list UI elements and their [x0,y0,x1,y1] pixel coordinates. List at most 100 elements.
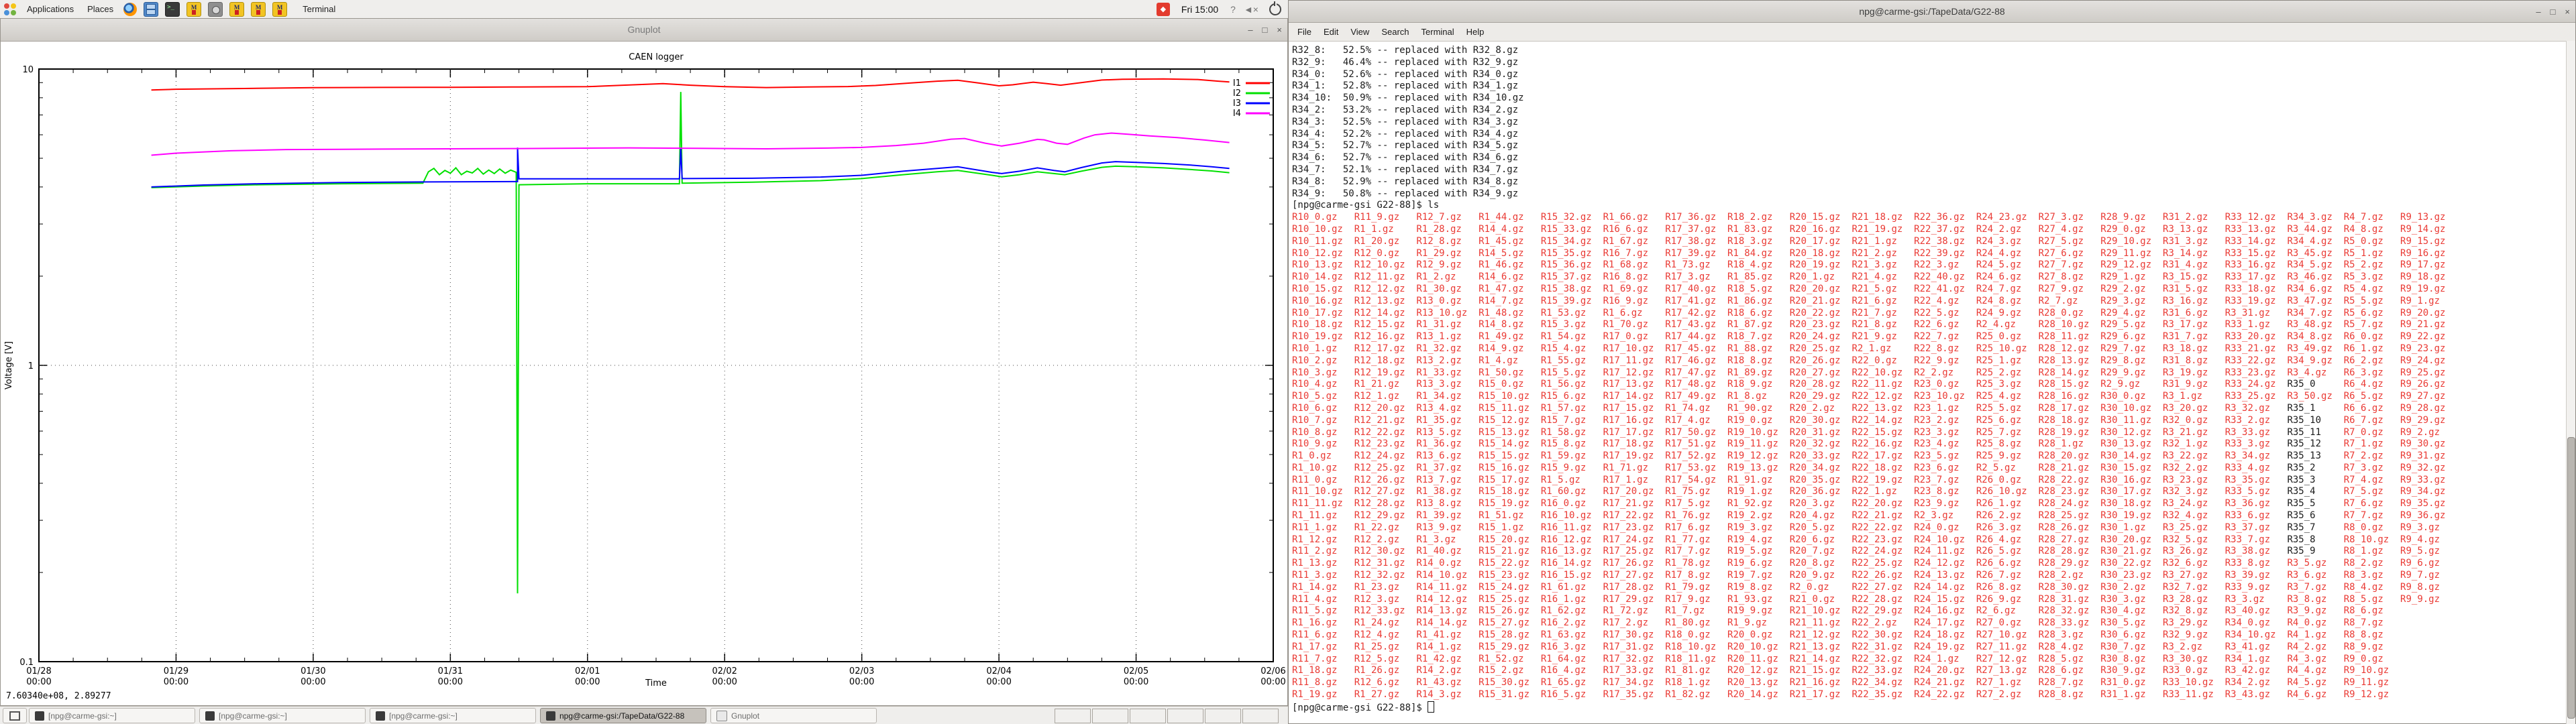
menu-view[interactable]: View [1350,27,1370,37]
workspace-6[interactable] [1242,709,1279,723]
svg-text:02/03: 02/03 [849,666,874,676]
svg-text:10: 10 [22,65,34,75]
screenshot-icon[interactable] [208,1,223,17]
notification-icon[interactable]: ◆ [1156,2,1170,16]
main-menu-icon[interactable] [4,3,16,15]
taskbar-button-label: [npg@carme-gsi:~] [389,711,458,721]
top-panel: Applications Places M M M M Terminal ◆ F… [0,0,1288,19]
svg-text:00:00: 00:00 [849,677,874,687]
monitor-right: npg@carme-gsi:/TapeData/G22-88 – □ × Fil… [1288,0,2576,724]
midas-icon[interactable]: M [186,1,202,17]
terminal-cursor [1428,701,1435,713]
svg-text:02/05: 02/05 [1124,666,1148,676]
svg-text:02/06: 02/06 [1260,666,1285,676]
workspace-switcher [1055,709,1279,723]
svg-text:0.1: 0.1 [19,658,34,668]
svg-text:01/28: 01/28 [26,666,51,676]
taskbar-button-terminal[interactable]: npg@carme-gsi:/TapeData/G22-88 [540,708,706,723]
gnuplot-titlebar[interactable]: Gnuplot – □ × [1,19,1287,42]
terminal-icon [35,711,44,721]
svg-text:00:00: 00:00 [26,677,51,687]
maximize-icon[interactable]: □ [2550,6,2556,17]
svg-text:01/30: 01/30 [301,666,325,676]
svg-text:02/04: 02/04 [986,666,1011,676]
applications-menu[interactable]: Applications [27,4,74,14]
taskbar-button-label: Gnuplot [731,711,760,721]
workspace-3[interactable] [1130,709,1166,723]
taskbar-button-label: [npg@carme-gsi:~] [48,711,117,721]
menu-help[interactable]: Help [1466,27,1485,37]
svg-text:1: 1 [28,361,34,371]
gnuplot-window-title: Gnuplot [627,24,661,35]
show-desktop-button[interactable] [3,708,27,723]
svg-text:01/29: 01/29 [164,666,189,676]
svg-text:I3: I3 [1233,99,1241,109]
clock[interactable]: Fri 15:00 [1181,3,1219,15]
taskbar-button-gnuplot[interactable]: Gnuplot [710,708,877,723]
menu-terminal[interactable]: Terminal [1421,27,1454,37]
menu-edit[interactable]: Edit [1323,27,1339,37]
svg-text:00:00: 00:00 [1124,677,1148,687]
gnuplot-window: Gnuplot – □ × CAEN logger 01/28 00:00 01/29… [0,18,1288,706]
terminal-window-title: npg@carme-gsi:/TapeData/G22-88 [1859,6,2005,17]
svg-text:00:00: 00:00 [301,677,325,687]
gnuplot-icon [716,710,727,721]
midas-icon[interactable]: M [272,1,288,17]
panel-window-label[interactable]: Terminal [303,4,336,14]
power-icon[interactable] [1269,1,1281,15]
terminal-window: npg@carme-gsi:/TapeData/G22-88 – □ × Fil… [1288,0,2576,724]
svg-text:Time: Time [645,678,667,688]
minimize-icon[interactable]: – [1248,25,1253,35]
close-icon[interactable]: × [2565,6,2570,17]
terminal-launcher-icon[interactable] [165,1,180,17]
midas-icon[interactable]: M [251,1,266,17]
svg-text:Voltage [V]: Voltage [V] [4,341,14,389]
maximize-icon[interactable]: □ [1262,25,1268,35]
svg-text:01/31: 01/31 [438,666,463,676]
terminal-menubar: File Edit View Search Terminal Help [1289,23,2575,42]
menu-file[interactable]: File [1297,27,1311,37]
taskbar-button-terminal[interactable]: [npg@carme-gsi:~] [370,708,536,723]
taskbar-button-terminal[interactable]: [npg@carme-gsi:~] [29,708,195,723]
terminal-titlebar[interactable]: npg@carme-gsi:/TapeData/G22-88 – □ × [1289,1,2575,23]
svg-text:02/02: 02/02 [712,666,737,676]
terminal-icon [376,711,385,721]
terminal-scrollbar[interactable] [2566,41,2575,724]
svg-text:00:00: 00:00 [164,677,189,687]
volume-muted-icon[interactable]: ◄× [1243,3,1258,15]
workspace-1[interactable] [1055,709,1091,723]
menu-search[interactable]: Search [1381,27,1409,37]
workspace-5[interactable] [1205,709,1241,723]
minimize-icon[interactable]: – [2536,6,2541,17]
svg-text:I4: I4 [1233,109,1241,119]
svg-text:I2: I2 [1233,88,1241,99]
caen-logger-plot[interactable]: CAEN logger01/2800:0001/2900:0001/3000:0… [1,41,1288,705]
svg-text:00:00: 00:00 [986,677,1011,687]
svg-text:00:00: 00:00 [575,677,600,687]
terminal-text-area[interactable]: R32_8: 52.5% -- replaced with R32_8.gz R… [1292,45,2446,713]
svg-text:02/01: 02/01 [575,666,600,676]
terminal-icon [205,711,215,721]
places-menu[interactable]: Places [87,4,114,14]
workspace-2[interactable] [1092,709,1128,723]
monitor-left: Applications Places M M M M Terminal ◆ F… [0,0,1288,724]
svg-text:I1: I1 [1233,78,1241,88]
help-status-icon[interactable]: ? [1230,3,1236,15]
taskbar-button-terminal[interactable]: [npg@carme-gsi:~] [199,708,366,723]
taskbar-button-label: npg@carme-gsi:/TapeData/G22-88 [559,711,685,721]
svg-text:7.60340e+08, 2.89277: 7.60340e+08, 2.89277 [6,691,111,701]
svg-text:00:00: 00:00 [712,677,737,687]
svg-text:00:00: 00:00 [438,677,463,687]
firefox-icon[interactable] [123,2,138,16]
scrollbar-thumb[interactable] [2567,437,2575,719]
svg-text:CAEN logger: CAEN logger [629,52,684,62]
file-manager-icon[interactable] [144,1,159,17]
task-button-list: [npg@carme-gsi:~] [npg@carme-gsi:~] [npg@c… [27,708,879,723]
midas-icon[interactable]: M [229,1,245,17]
svg-text:00:00: 00:00 [1260,677,1285,687]
taskbar-button-label: [npg@carme-gsi:~] [219,711,287,721]
taskbar: [npg@carme-gsi:~] [npg@carme-gsi:~] [npg@c… [0,706,1288,724]
close-icon[interactable]: × [1277,25,1282,35]
workspace-4[interactable] [1167,709,1203,723]
terminal-icon [546,711,555,721]
